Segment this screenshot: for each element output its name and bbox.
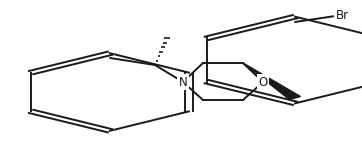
- Polygon shape: [243, 63, 300, 99]
- Text: Br: Br: [336, 8, 349, 22]
- Text: O: O: [258, 75, 268, 89]
- Text: N: N: [178, 75, 188, 89]
